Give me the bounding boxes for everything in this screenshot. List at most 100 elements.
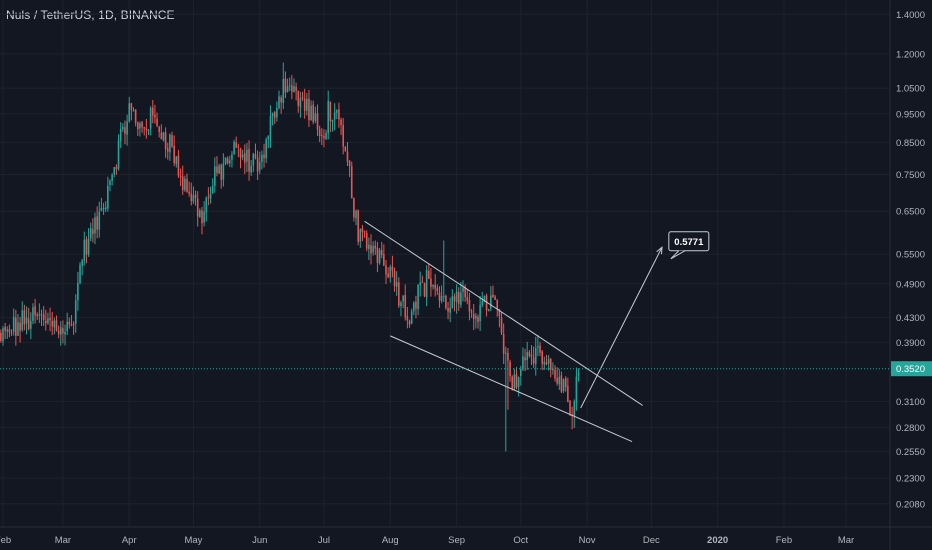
candle-body	[258, 161, 261, 171]
current-price-badge	[891, 361, 932, 377]
candle-body	[162, 132, 165, 141]
candle-body	[303, 98, 306, 111]
candle-body	[4, 327, 6, 331]
candle-body	[432, 284, 434, 287]
x-tick-label: 2020	[707, 535, 728, 546]
candle-body	[10, 332, 13, 334]
candle-body	[164, 132, 167, 150]
candle-body	[372, 246, 374, 253]
candle-body	[385, 265, 387, 275]
y-tick-label: 0.3900	[896, 338, 925, 349]
price-axis[interactable]: 1.4000 1.2000 1.0500 0.9500 0.8500 0.7500 0.65…	[896, 10, 925, 510]
candle-body	[284, 78, 287, 93]
candle-body	[338, 109, 340, 120]
candle-body	[269, 116, 272, 137]
candle-body	[554, 369, 556, 379]
candle-body	[241, 154, 244, 158]
x-tick-label: Mar	[838, 535, 854, 546]
candle-body	[186, 178, 188, 193]
candle-body	[389, 266, 392, 278]
candle-body	[485, 295, 488, 311]
grid-lines	[0, 0, 890, 527]
candle-body	[207, 196, 210, 198]
trendline-lower	[390, 335, 633, 443]
candle-body	[421, 281, 424, 283]
candle-body	[12, 316, 15, 332]
candle-body	[507, 352, 509, 361]
y-tick-label: 0.2800	[896, 423, 925, 434]
candle-body	[297, 90, 300, 106]
candle-body	[346, 151, 349, 162]
candle-body	[413, 302, 415, 312]
candle-body	[291, 85, 293, 92]
candle-body	[408, 320, 411, 325]
candle-body	[453, 296, 456, 301]
candle-body	[282, 78, 285, 103]
candle-body	[96, 216, 98, 230]
candle-body	[468, 299, 471, 312]
candle-body	[475, 315, 477, 319]
candle-body	[288, 85, 291, 87]
candle-body	[124, 127, 126, 134]
candle-body	[34, 306, 36, 316]
candle-body	[552, 368, 554, 371]
candle-body	[464, 286, 466, 298]
candle-body	[51, 320, 54, 327]
candle-body	[515, 374, 518, 388]
candle-body	[181, 176, 184, 191]
candle-body	[374, 245, 377, 249]
candle-body	[134, 109, 137, 123]
candle-body	[128, 103, 131, 122]
candle-body	[156, 118, 158, 126]
candle-body	[325, 133, 327, 139]
candle-body	[393, 270, 396, 287]
candle-body	[357, 209, 359, 242]
candle-body	[250, 165, 252, 173]
candle-body	[194, 194, 197, 198]
candle-body	[79, 264, 81, 284]
candle-body	[320, 135, 323, 137]
candle-body	[481, 300, 484, 305]
candle-body	[68, 321, 71, 325]
candle-body	[126, 121, 128, 135]
y-tick-label: 0.4300	[896, 313, 925, 324]
candle-body	[248, 149, 250, 172]
candle-body	[479, 304, 481, 322]
candle-body	[111, 174, 113, 181]
candle-body	[224, 157, 227, 164]
candle-body	[220, 164, 223, 180]
candle-body	[8, 329, 11, 333]
candle-body	[119, 128, 122, 142]
candle-body	[558, 376, 561, 385]
candle-body	[449, 307, 451, 313]
candle-body	[81, 260, 83, 266]
time-axis[interactable]: Feb Mar Apr May Jun Jul Aug Sep Oct Nov Dec 2020 Feb…	[0, 535, 854, 546]
candle-body	[130, 103, 133, 110]
candle-body	[286, 86, 289, 92]
candle-body	[423, 283, 426, 297]
candle-body	[541, 351, 543, 364]
candle-body	[231, 154, 233, 160]
y-tick-label: 1.0500	[896, 84, 925, 95]
candle-body	[306, 99, 308, 111]
candle-body	[233, 141, 235, 155]
candle-body	[44, 320, 47, 324]
candle-body	[455, 291, 458, 303]
candle-body	[216, 166, 218, 174]
candle-body	[246, 149, 248, 162]
candle-body	[442, 296, 445, 298]
candle-body	[83, 239, 86, 261]
x-tick-label: Mar	[55, 535, 71, 546]
candle-body	[184, 178, 186, 191]
x-tick-label: Feb	[776, 535, 792, 546]
y-tick-label: 0.2080	[896, 499, 925, 510]
candle-body	[243, 153, 246, 163]
candle-body	[573, 401, 576, 417]
candle-body	[40, 314, 43, 316]
candle-body	[38, 314, 41, 316]
candle-body	[32, 307, 34, 321]
candle-body	[261, 154, 263, 163]
candle-body	[30, 321, 32, 329]
candle-body	[74, 300, 77, 324]
